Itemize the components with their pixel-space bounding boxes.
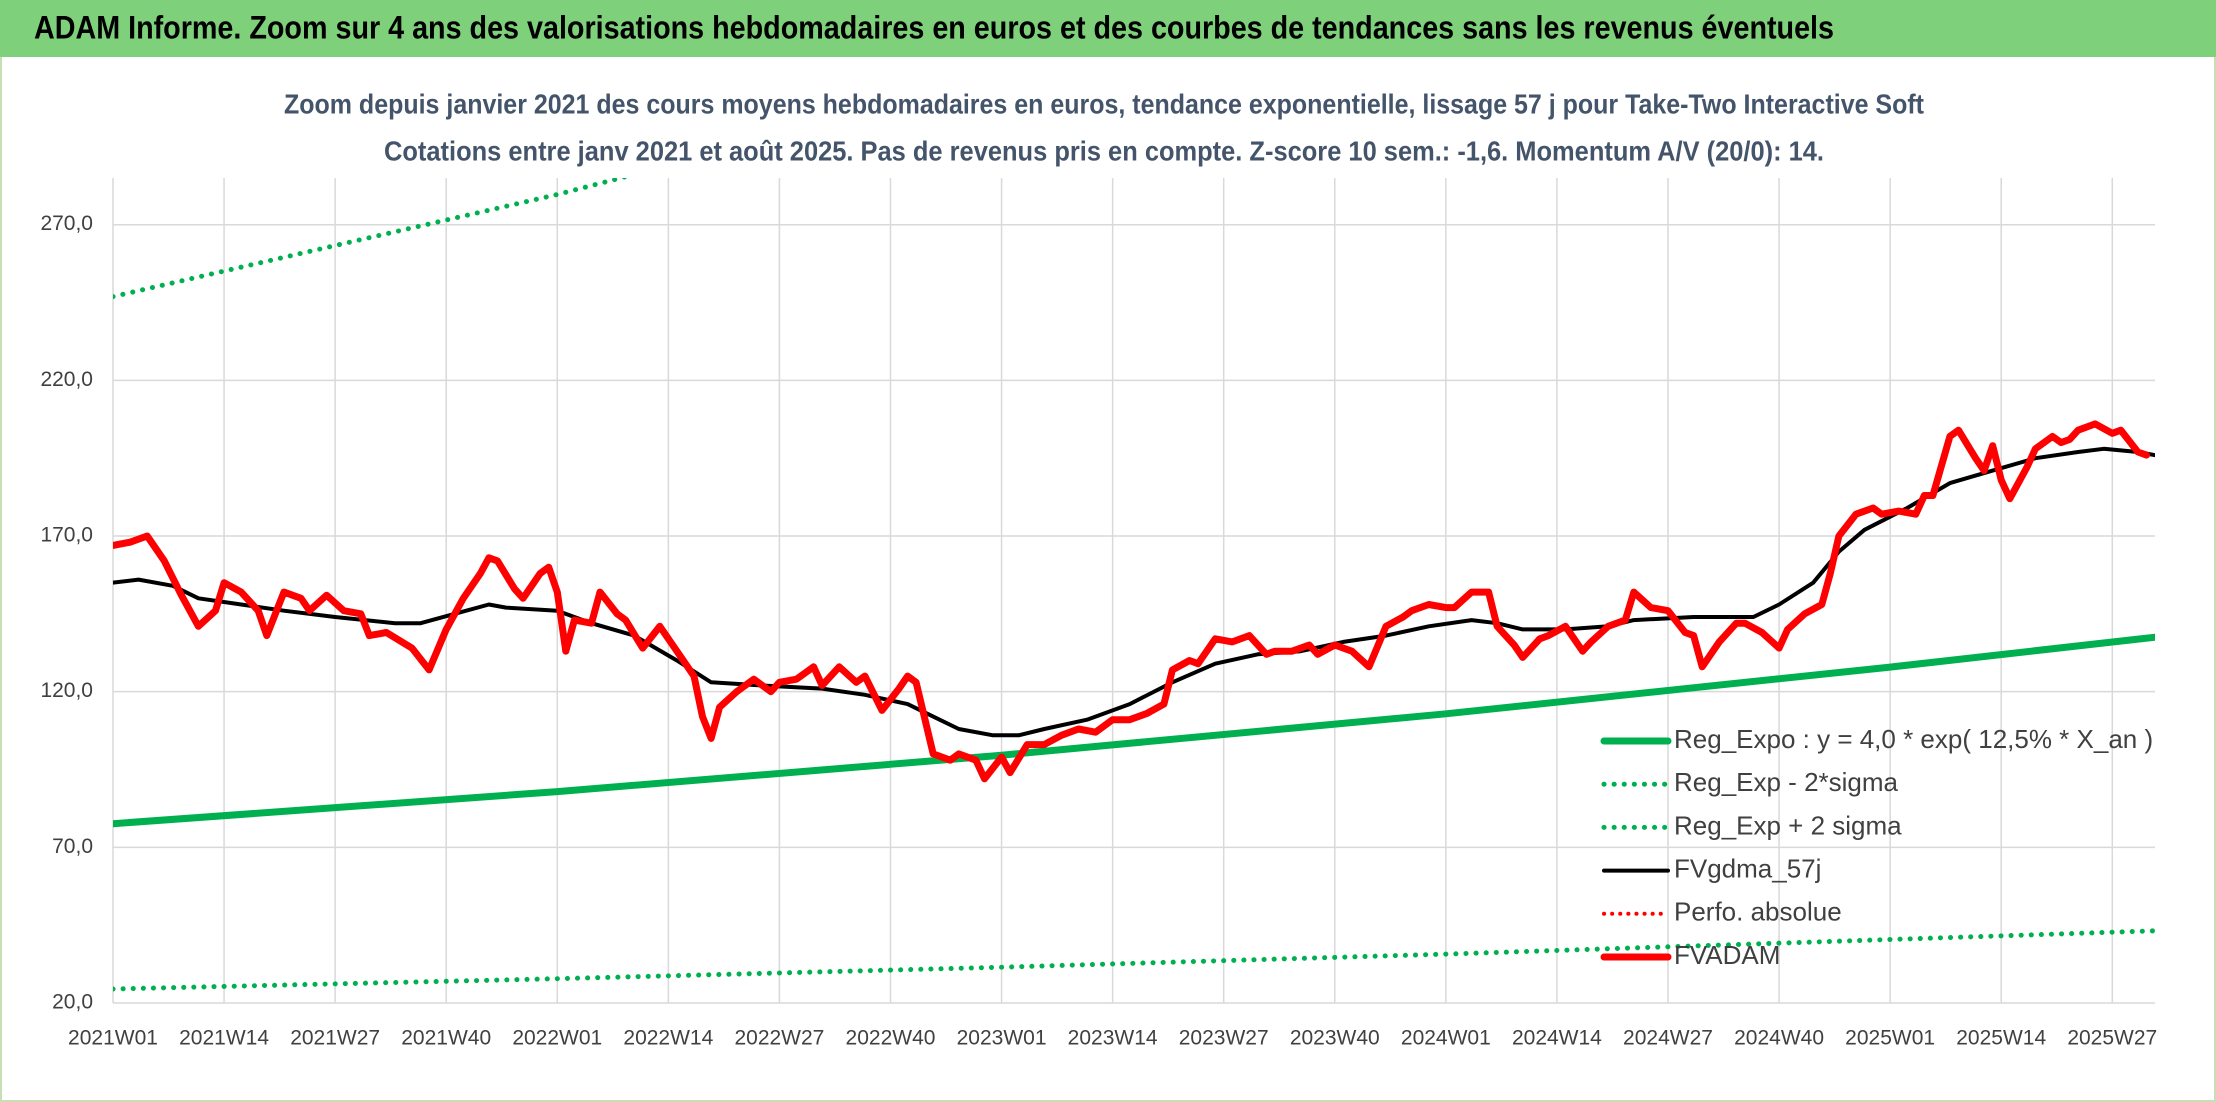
x-tick-label: 2024W01 (1401, 1027, 1491, 1050)
y-tick-label: 170,0 (40, 524, 93, 547)
x-tick-label: 2023W40 (1290, 1027, 1380, 1050)
series-line (113, 928, 2155, 992)
legend-label: FVgdma_57j (1674, 853, 1821, 883)
series-line (113, 420, 2150, 783)
x-tick-label: 2025W01 (1845, 1027, 1935, 1050)
legend-label: Reg_Expo : y = 4,0 * exp( 12,5% * X_an ) (1674, 724, 2153, 754)
x-tick-label: 2024W27 (1623, 1027, 1713, 1050)
legend-label: Perfo. absolue (1674, 897, 1842, 927)
x-tick-label: 2025W14 (1956, 1027, 2046, 1050)
y-tick-label: 220,0 (40, 368, 93, 391)
x-tick-label: 2023W14 (1068, 1027, 1158, 1050)
x-tick-label: 2023W01 (957, 1027, 1047, 1050)
x-tick-label: 2024W40 (1734, 1027, 1824, 1050)
legend-label: Reg_Exp - 2*sigma (1674, 767, 1899, 797)
x-tick-label: 2022W14 (623, 1027, 713, 1050)
y-tick-label: 270,0 (40, 212, 93, 235)
series-line (113, 633, 2155, 828)
y-tick-label: 20,0 (52, 991, 93, 1014)
legend-label: Reg_Exp + 2 sigma (1674, 810, 1902, 840)
x-tick-label: 2021W27 (290, 1027, 380, 1050)
plot-area (113, 178, 2155, 992)
y-tick-label: 120,0 (40, 679, 93, 702)
x-tick-label: 2023W27 (1179, 1027, 1269, 1050)
x-tick-label: 2022W01 (512, 1027, 602, 1050)
x-tick-label: 2022W40 (846, 1027, 936, 1050)
x-tick-label: 2025W27 (2067, 1027, 2157, 1050)
legend-label: FVADAM (1674, 940, 1780, 970)
grid (112, 178, 2155, 1004)
chart-title: Zoom depuis janvier 2021 des cours moyen… (284, 88, 1924, 119)
x-tick-label: 2024W14 (1512, 1027, 1602, 1050)
x-tick-label: 2021W01 (68, 1027, 158, 1050)
legend: Reg_Expo : y = 4,0 * exp( 12,5% * X_an )… (1600, 724, 2153, 970)
chart-subtitle: Cotations entre janv 2021 et août 2025. … (384, 135, 1824, 166)
x-tick-label: 2021W40 (401, 1027, 491, 1050)
x-tick-label: 2022W27 (734, 1027, 824, 1050)
x-tick-label: 2021W14 (179, 1027, 269, 1050)
y-tick-label: 70,0 (52, 835, 93, 858)
header-bar (0, 0, 2216, 57)
header-title: ADAM Informe. Zoom sur 4 ans des valoris… (34, 9, 1834, 45)
